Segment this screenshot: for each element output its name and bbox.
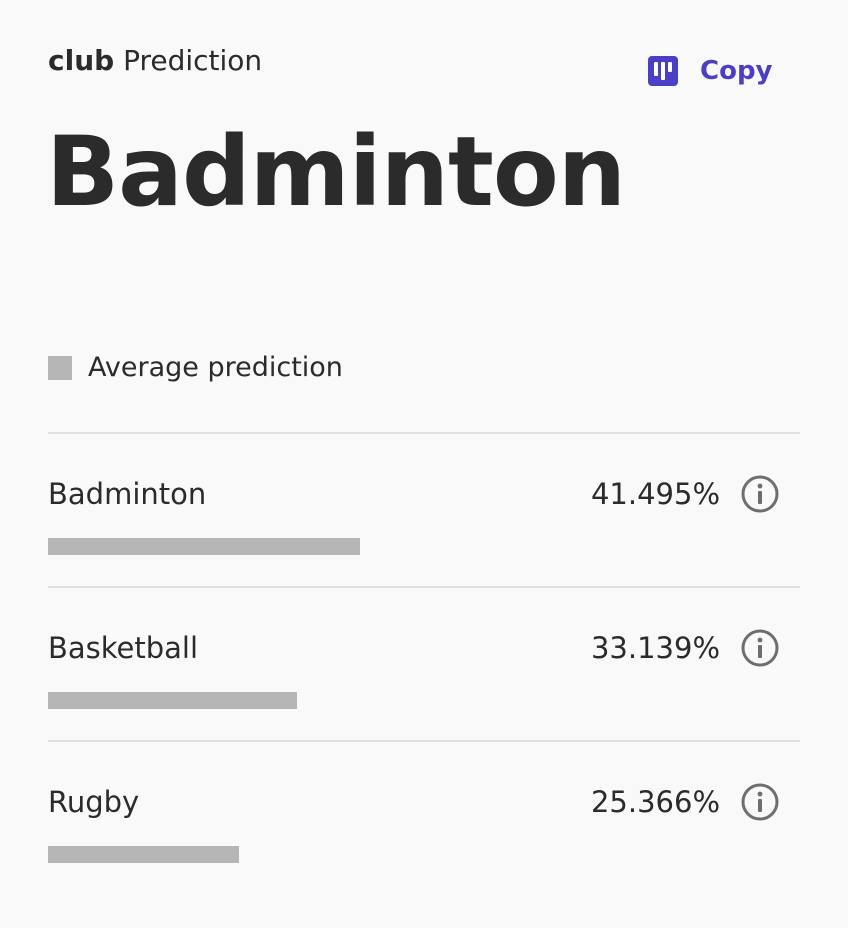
legend-label: Average prediction xyxy=(88,352,343,383)
predicted-class: Badminton xyxy=(46,116,626,228)
divider xyxy=(48,740,800,742)
result-percent: 33.139% xyxy=(590,631,720,665)
result-bar xyxy=(48,692,298,709)
divider xyxy=(48,432,800,434)
result-percent: 41.495% xyxy=(590,477,720,511)
result-row: Basketball 33.139% xyxy=(48,588,800,738)
copy-icon xyxy=(648,56,678,86)
copy-label: Copy xyxy=(700,56,773,86)
info-icon[interactable] xyxy=(740,628,780,668)
result-percent: 25.366% xyxy=(590,785,720,819)
result-bar-track xyxy=(48,846,800,863)
field-name: club xyxy=(48,44,115,77)
result-label: Badminton xyxy=(48,477,207,511)
info-icon[interactable] xyxy=(740,474,780,514)
result-label: Rugby xyxy=(48,785,140,819)
result-bar xyxy=(48,846,239,863)
result-row: Badminton 41.495% xyxy=(48,434,800,584)
result-bar-track xyxy=(48,692,800,709)
result-bar xyxy=(48,538,361,555)
legend-swatch xyxy=(48,355,72,380)
divider xyxy=(48,586,800,588)
result-bar-track xyxy=(48,538,800,555)
prediction-header: club Prediction xyxy=(48,44,262,78)
result-label: Basketball xyxy=(48,631,199,665)
legend: Average prediction xyxy=(48,352,343,383)
info-icon[interactable] xyxy=(740,782,780,822)
result-row: Rugby 25.366% xyxy=(48,742,800,892)
copy-button[interactable]: Copy xyxy=(648,54,773,88)
header-suffix: Prediction xyxy=(123,44,263,77)
